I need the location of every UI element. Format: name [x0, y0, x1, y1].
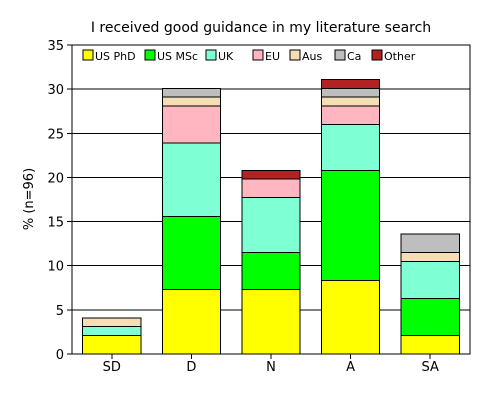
- x-tick-label: SA: [422, 360, 439, 375]
- bar-segment: [400, 260, 460, 299]
- y-tick-label: 10: [47, 260, 64, 275]
- bar-segment: [82, 334, 142, 355]
- y-axis-label: % (n=96): [22, 168, 37, 230]
- bar-segment: [400, 297, 460, 336]
- legend-label: Ca: [347, 50, 361, 63]
- y-tick-label: 30: [47, 83, 64, 98]
- bar-segment: [241, 289, 301, 355]
- bar-segment: [161, 289, 221, 355]
- bar-segment: [400, 233, 460, 253]
- legend-label: US PhD: [95, 50, 136, 63]
- bar-segment: [241, 197, 301, 253]
- x-tick-label: SD: [103, 360, 121, 375]
- bar-segment: [161, 215, 221, 291]
- bar-segment: [321, 280, 381, 355]
- bar-segment: [161, 142, 221, 217]
- legend-label: Aus: [302, 50, 322, 63]
- bar-segment: [321, 169, 381, 282]
- legend-swatch: [82, 49, 94, 61]
- y-tick-label: 20: [47, 171, 64, 186]
- bar-segment: [161, 105, 221, 144]
- legend-label: UK: [218, 50, 234, 63]
- bar-segment: [241, 178, 301, 199]
- x-tick-label: D: [186, 360, 196, 375]
- bar-segment: [82, 317, 142, 328]
- bar-segment: [321, 105, 381, 125]
- y-tick-label: 15: [47, 216, 64, 231]
- x-tick-label: N: [266, 360, 276, 375]
- bar-segment: [400, 334, 460, 355]
- bars-group: [82, 78, 460, 355]
- x-tick-label: A: [346, 360, 355, 375]
- bar-segment: [321, 96, 381, 107]
- y-tick-label: 25: [47, 127, 64, 142]
- y-tick-label: 0: [56, 348, 64, 363]
- legend-swatch: [289, 49, 301, 61]
- bar-segment: [321, 87, 381, 98]
- legend-label: EU: [265, 50, 280, 63]
- bar-segment: [161, 87, 221, 98]
- legend-label: Other: [384, 50, 416, 63]
- legend-swatch: [252, 49, 264, 61]
- bar-segment: [400, 251, 460, 262]
- legend-swatch: [334, 49, 346, 61]
- plot-frame: [71, 44, 471, 355]
- bar-segment: [241, 251, 301, 291]
- legend-swatch: [205, 49, 217, 61]
- bar-segment: [82, 326, 142, 336]
- legend-swatch: [371, 49, 383, 61]
- legend: US PhD US MSc UK EU Aus Ca Other: [82, 49, 416, 63]
- legend-swatch: [144, 49, 156, 61]
- y-tick-label: 5: [56, 304, 64, 319]
- bar-segment: [241, 169, 301, 180]
- bar-segment: [321, 123, 381, 171]
- legend-label: US MSc: [157, 50, 198, 63]
- bar-segment: [161, 96, 221, 107]
- chart-title: I received good guidance in my literatur…: [91, 20, 431, 36]
- y-tick-label: 35: [47, 39, 64, 54]
- axes: 0 5 10 15 20 25 30 35 SD D N A SA: [47, 39, 471, 375]
- bar-segment: [321, 78, 381, 89]
